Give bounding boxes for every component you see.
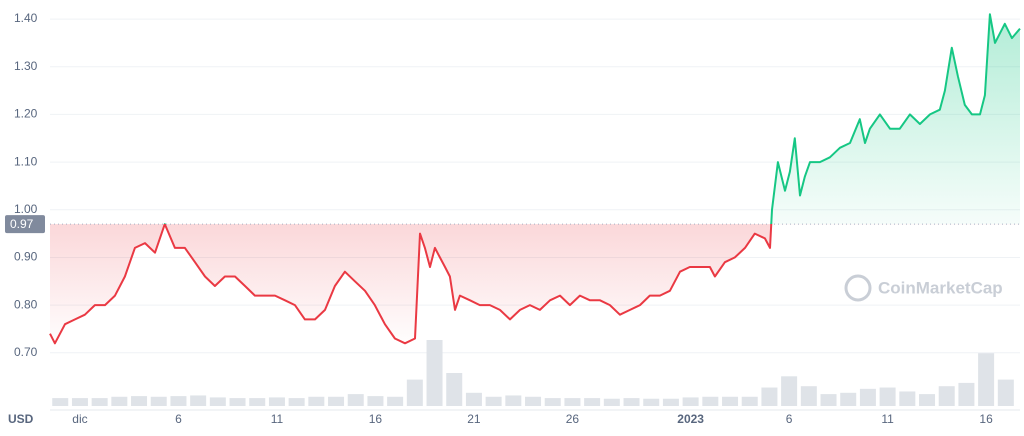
volume-bar [662,398,679,406]
volume-bar [741,396,758,406]
volume-bar [722,396,739,406]
y-tick-label: 1.00 [14,202,38,216]
volume-bar [347,394,364,406]
y-tick-label: 1.30 [14,59,38,73]
volume-bar [525,396,542,406]
x-tick-label: 11 [271,412,284,426]
volume-bar [584,398,601,406]
volume-bar [879,387,896,406]
volume-bar [840,392,857,406]
volume-bar [268,397,285,406]
watermark-text: CoinMarketCap [878,278,1003,297]
volume-bar [919,394,936,406]
volume-bar [465,392,482,406]
y-tick-label: 1.10 [14,154,38,168]
price-area [50,14,1020,344]
price-line [49,13,1021,345]
volume-bar [209,397,226,406]
volume-bar [485,396,502,406]
watermark: CoinMarketCap [844,274,1003,302]
volume-bar [899,391,916,406]
volume-bar [131,396,148,406]
x-tick-label: 6 [175,412,182,426]
volume-bar [820,394,837,406]
volume-bar [643,398,660,406]
y-tick-label: 0.70 [14,345,38,359]
volume-bar [229,398,246,406]
volume-bar [328,396,345,406]
volume-bar [978,353,995,406]
x-tick-label: 26 [566,412,580,426]
volume-bar [505,395,522,406]
volume-bar [406,379,423,406]
volume-bar [938,386,955,406]
y-tick-label: 1.40 [14,11,38,25]
volume-bar [446,373,463,406]
currency-label: USD [8,412,34,426]
y-tick-label: 1.20 [14,107,38,121]
volume-bar [111,396,128,406]
volume-bar [800,386,817,406]
volume-bar [308,396,325,406]
volume-bar [997,379,1014,406]
volume-bar [150,396,167,406]
volume-bar [781,376,798,406]
volume-bar [288,398,305,406]
baseline-label: 0.97 [10,217,34,231]
x-tick-label: 11 [881,412,894,426]
volume-bar [564,398,581,406]
volume-bar [367,396,384,406]
volume-bar [859,388,876,406]
x-tick-label: 6 [786,412,793,426]
volume-bar [623,398,640,406]
x-tick-label: 2023 [677,412,704,426]
volume-bar [91,398,108,406]
volume-bar [249,398,266,406]
volume-bar [52,398,69,406]
volume-bar [682,397,699,406]
volume-bar [71,398,88,406]
volume-bar [387,396,404,406]
y-tick-label: 0.80 [14,297,38,311]
volume-bar [761,387,778,406]
volume-bar [170,396,187,406]
x-tick-label: 21 [467,412,481,426]
volume-bar [544,398,561,406]
volume-bar [958,382,975,406]
x-tick-label: 16 [979,412,993,426]
x-tick-label: 16 [369,412,383,426]
volume-bar [190,395,207,406]
volume-bar [702,396,719,406]
volume-bar [426,340,443,406]
baseline-label-box [5,215,45,234]
volume-bar [603,398,620,406]
watermark-logo [844,274,872,302]
y-tick-label: 0.90 [14,250,38,264]
x-tick-label: dic [72,412,87,426]
